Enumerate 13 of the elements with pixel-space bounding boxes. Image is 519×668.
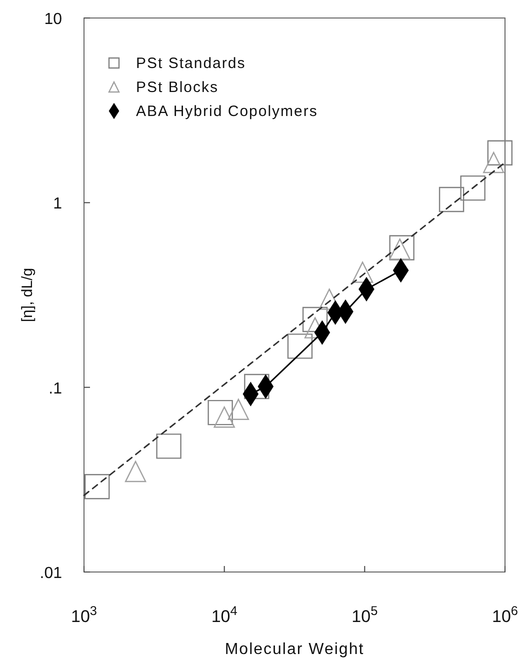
x-tick-label: 10$^{3}$ (70, 602, 98, 626)
x-tick-label: 10$^{5}$ (352, 602, 378, 626)
y-tick-label: 10 (44, 11, 62, 28)
legend-label: PSt Standards (136, 55, 246, 72)
y-tick-label: 1 (53, 196, 62, 213)
legend-label: ABA Hybrid Copolymers (136, 103, 318, 120)
y-tick-label: .01 (40, 565, 62, 582)
x-tick-label: 10$^{6}$ (492, 602, 518, 626)
x-axis-title: Molecular Weight (224, 641, 364, 658)
x-tick-label: 10$^{4}$ (211, 602, 238, 626)
y-axis-title: [η], dL/g (19, 268, 36, 322)
y-tick-label: .1 (48, 380, 62, 398)
legend-label: PSt Blocks (136, 79, 219, 96)
